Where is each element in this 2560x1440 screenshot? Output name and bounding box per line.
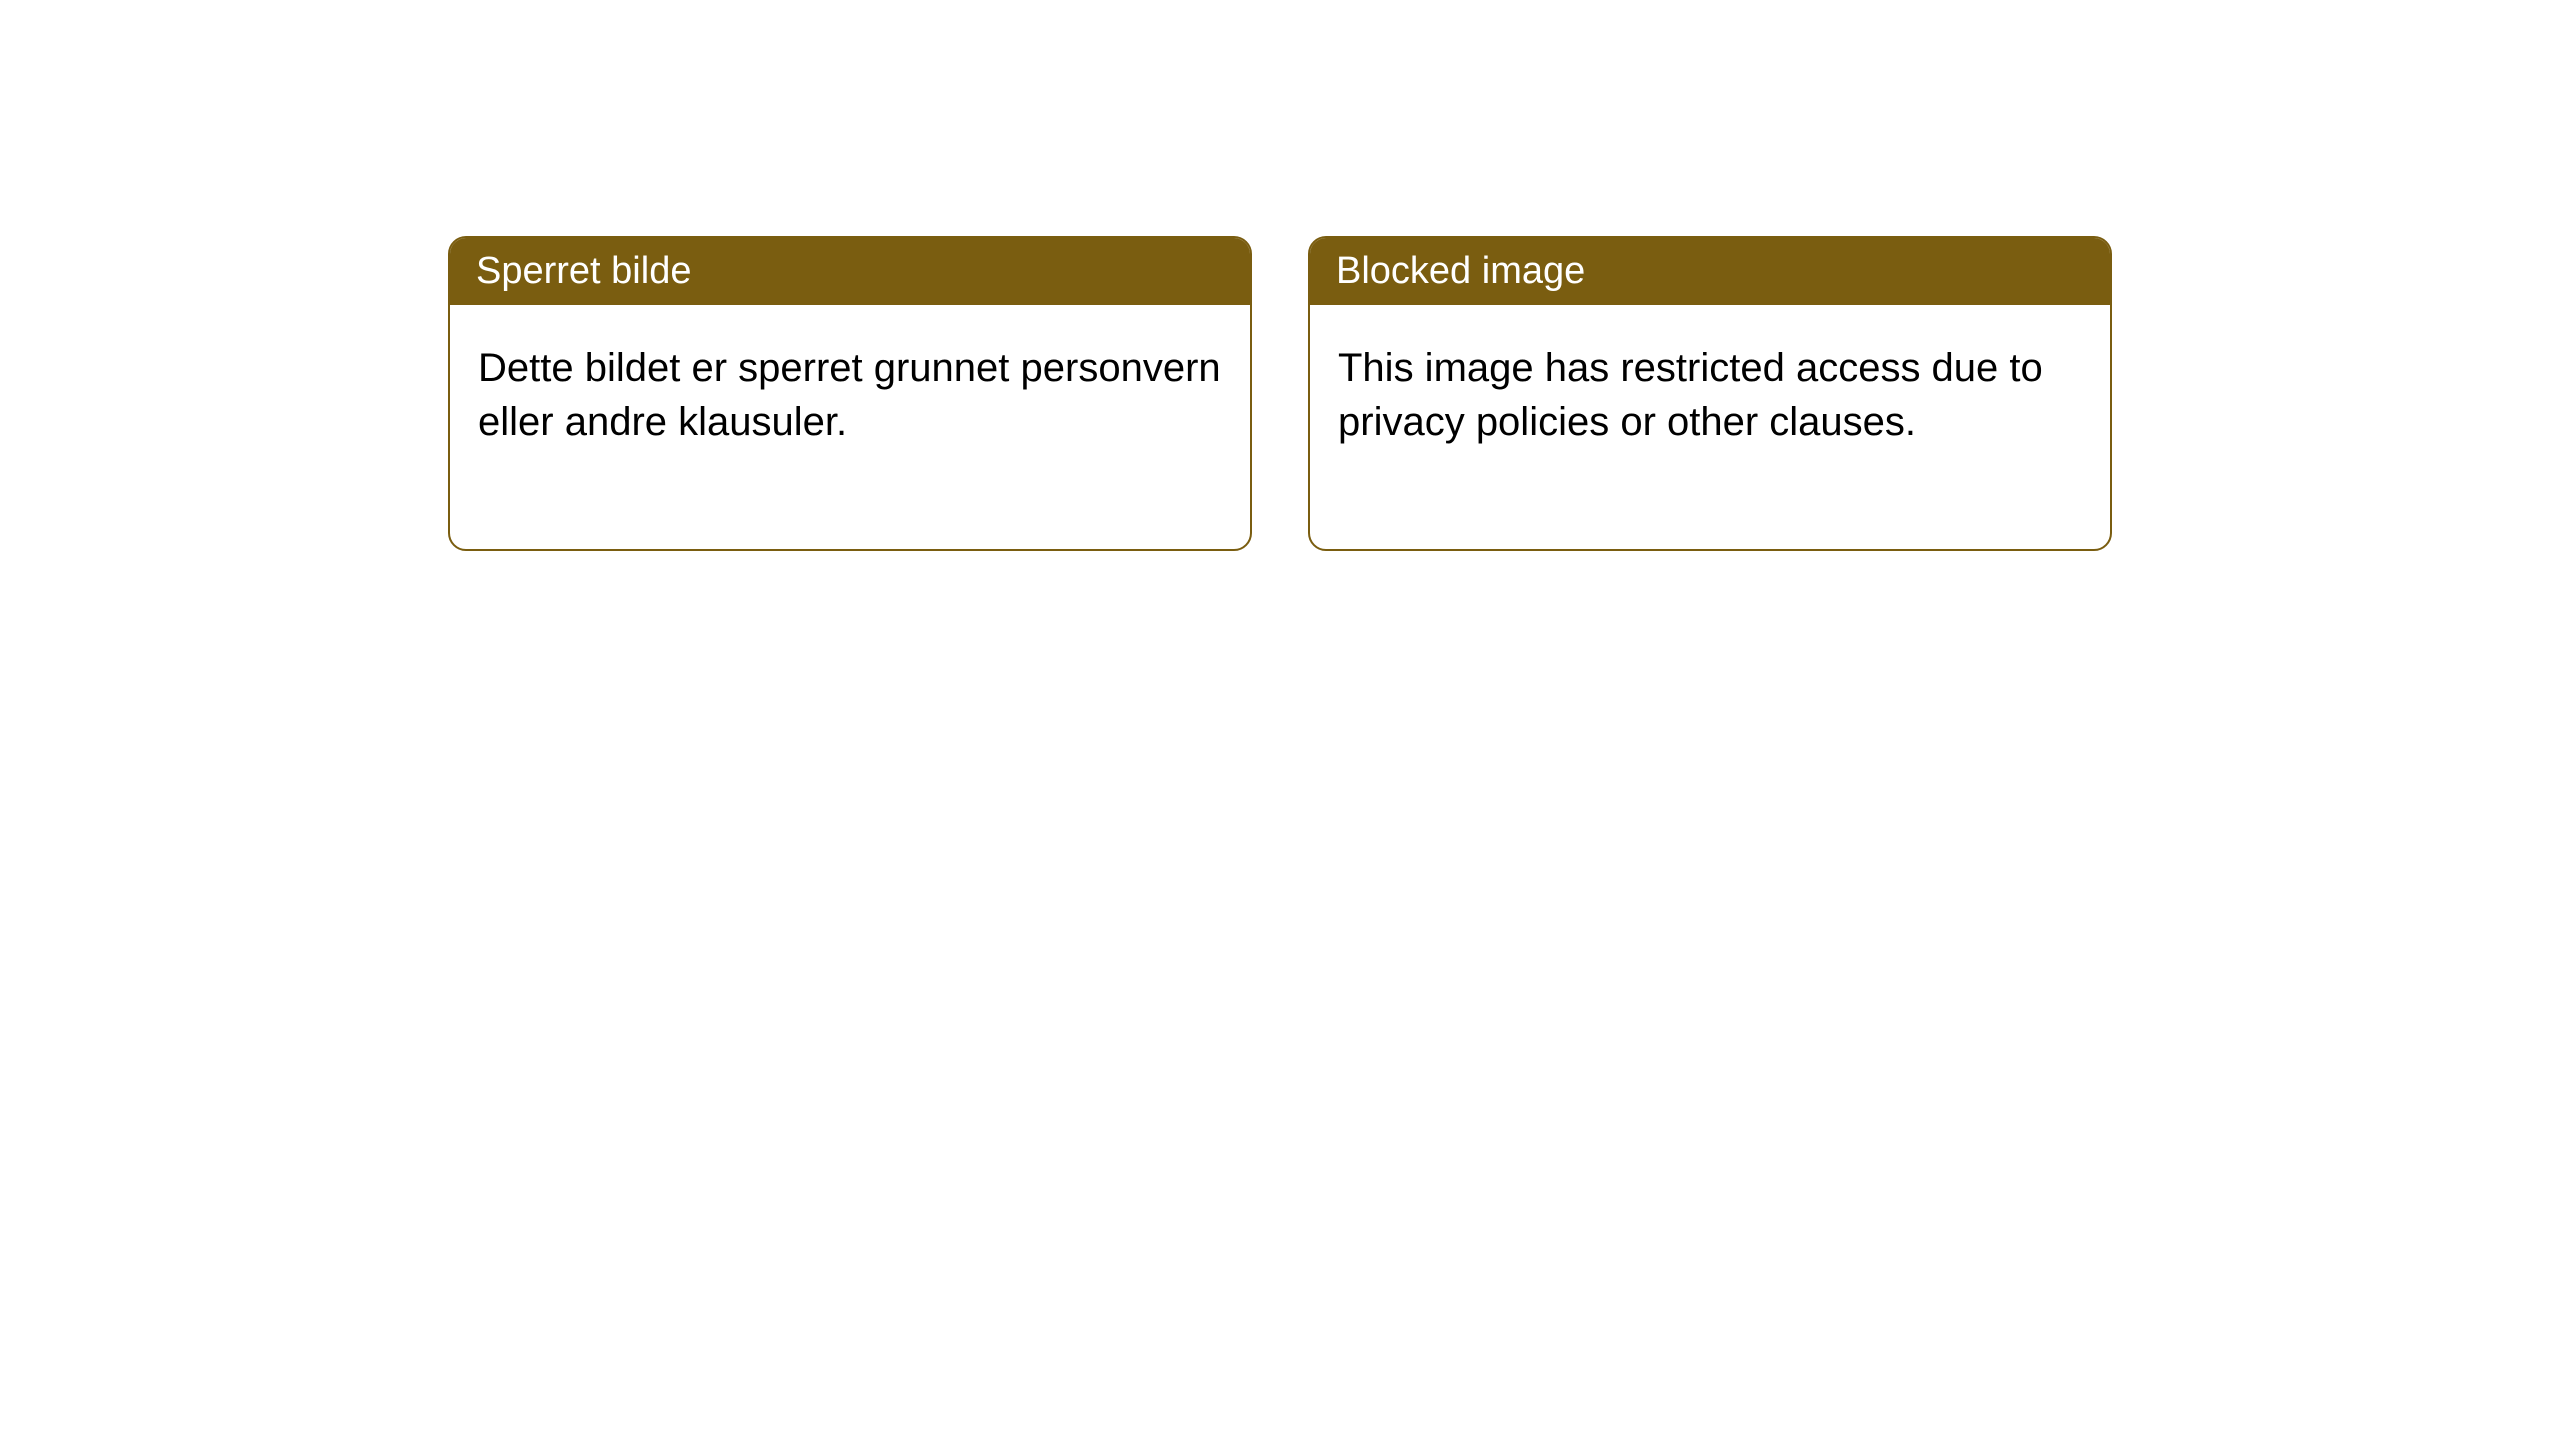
notice-body-norwegian: Dette bildet er sperret grunnet personve… [450,305,1250,549]
notice-container: Sperret bilde Dette bildet er sperret gr… [0,0,2560,551]
notice-title-norwegian: Sperret bilde [450,238,1250,305]
notice-card-english: Blocked image This image has restricted … [1308,236,2112,551]
notice-card-norwegian: Sperret bilde Dette bildet er sperret gr… [448,236,1252,551]
notice-title-english: Blocked image [1310,238,2110,305]
notice-body-english: This image has restricted access due to … [1310,305,2110,549]
